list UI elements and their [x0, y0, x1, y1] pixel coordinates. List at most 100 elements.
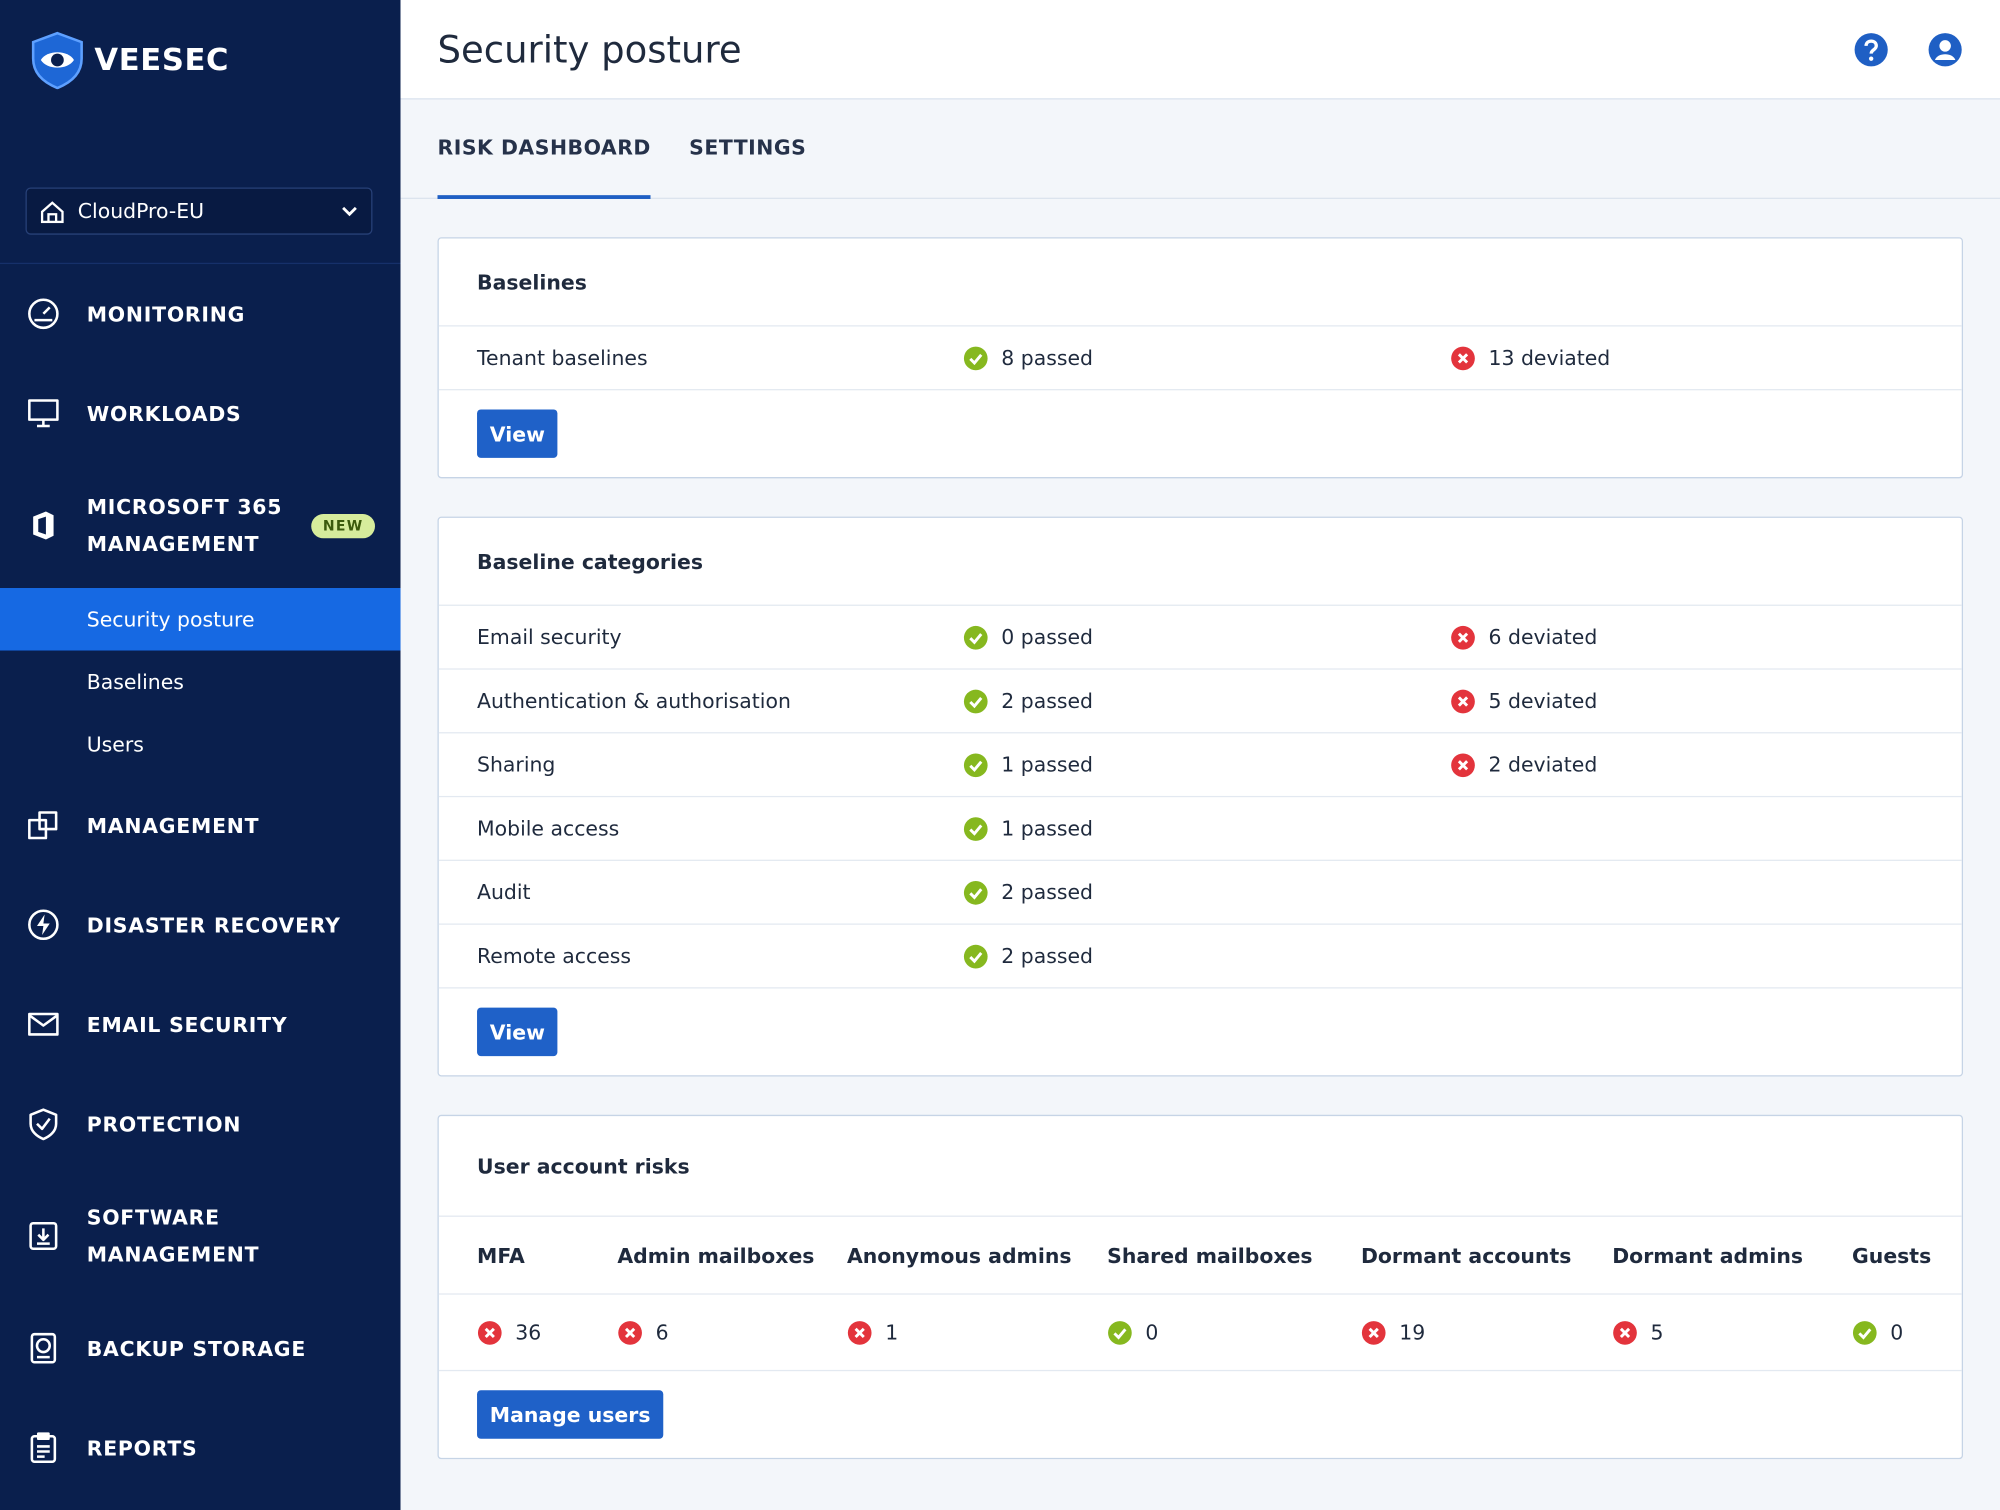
- nav-label: REPORTS: [86, 1435, 198, 1460]
- nav-icon: [30, 1332, 57, 1364]
- card: User account risks MFA Admin mailboxes Anon…: [437, 1114, 1964, 1460]
- passed-count: 2 passed: [1001, 880, 1093, 905]
- main: Security posture RISK DASHBOARD SETTINGS …: [400, 0, 2000, 1510]
- tenant-icon: [40, 200, 64, 223]
- card: Baseline categories Email security 0 passe…: [437, 516, 1964, 1077]
- button[interactable]: View: [477, 1007, 558, 1057]
- passed-cell: 2 passed: [963, 943, 1450, 969]
- column-header: Dormant admins: [1612, 1242, 1804, 1268]
- risk-count: 0: [1890, 1320, 1904, 1345]
- nav-subitem[interactable]: Users: [86, 732, 144, 757]
- row-name: Tenant baselines: [477, 345, 648, 370]
- card: Baselines Tenant baselines 8 passed 13 devi…: [437, 237, 1964, 479]
- nav-badge: NEW: [311, 513, 375, 538]
- passed-count: 1 passed: [1001, 752, 1093, 777]
- risk-cell: 6: [617, 1320, 847, 1346]
- table-row: Tenant baselines 8 passed 13 deviated: [438, 327, 1962, 391]
- table-row: Audit 2 passed: [438, 861, 1962, 925]
- deviated-cell: 6 deviated: [1450, 624, 1597, 650]
- logo-icon: [31, 31, 83, 90]
- risk-count: 6: [655, 1320, 669, 1345]
- risk-cell: 5: [1612, 1320, 1852, 1346]
- fail-icon: [1613, 1320, 1637, 1345]
- passed-count: 8 passed: [1001, 345, 1093, 370]
- pass-icon: [963, 944, 988, 968]
- risk-count: 36: [515, 1320, 542, 1345]
- deviated-count: 13 deviated: [1488, 345, 1611, 370]
- nav-item[interactable]: WORKLOADS: [0, 364, 401, 463]
- table-row: Sharing 1 passed 2 deviated: [438, 733, 1962, 798]
- nav-item[interactable]: REPORTS: [0, 1398, 401, 1497]
- table-row: Remote access 2 passed: [438, 925, 1962, 989]
- nav-label: MANAGEMENT: [86, 813, 260, 838]
- pass-icon: [963, 816, 988, 841]
- user-icon[interactable]: [1927, 31, 1963, 67]
- nav-item[interactable]: SOFTWARE MANAGEMENT: [0, 1173, 401, 1298]
- passed-cell: 8 passed: [963, 345, 1450, 371]
- row-name: Mobile access: [477, 816, 620, 841]
- nav-item[interactable]: DISASTER RECOVERY: [0, 875, 401, 974]
- column-header: Guests: [1852, 1242, 1932, 1268]
- table-header: MFA Admin mailboxes Anonymous admins Shared…: [438, 1217, 1962, 1295]
- nav-icon: [30, 1432, 57, 1464]
- help-icon[interactable]: [1853, 31, 1889, 67]
- row-name: Email security: [477, 624, 622, 650]
- row-name: Audit: [477, 880, 531, 905]
- nav-item[interactable]: EMAIL SECURITY: [0, 974, 401, 1073]
- nav-item[interactable]: PROTECTION: [0, 1074, 401, 1173]
- nav-label: EMAIL SECURITY: [86, 1012, 288, 1037]
- column-header: Shared mailboxes: [1107, 1242, 1313, 1268]
- fail-icon: [477, 1320, 502, 1345]
- logo[interactable]: VEESEC: [28, 31, 229, 90]
- fail-icon: [1451, 345, 1475, 370]
- card-title: Baselines: [438, 239, 1962, 327]
- tenant-select[interactable]: CloudPro-EU: [25, 187, 373, 235]
- column-header: Admin mailboxes: [617, 1242, 815, 1268]
- nav-label: BACKUP STORAGE: [86, 1336, 307, 1361]
- table-row: 36 6 1 0 19 5 0: [438, 1295, 1962, 1372]
- pass-icon: [963, 689, 988, 713]
- button[interactable]: Manage users: [477, 1390, 664, 1439]
- deviated-count: 2 deviated: [1488, 752, 1598, 777]
- risk-cell: 0: [1107, 1320, 1361, 1346]
- card-title: User account risks: [438, 1116, 1962, 1217]
- fail-icon: [1451, 752, 1475, 777]
- passed-cell: 1 passed: [963, 816, 1450, 842]
- button-row: Manage users: [439, 1371, 1962, 1458]
- risk-cell: 19: [1361, 1320, 1612, 1346]
- nav-item[interactable]: MONITORING: [0, 264, 401, 363]
- tab[interactable]: SETTINGS: [689, 135, 807, 160]
- risk-cell: 0: [1852, 1320, 1962, 1346]
- nav-label: PROTECTION: [86, 1111, 242, 1136]
- tenant-name: CloudPro-EU: [77, 198, 205, 224]
- table-row: Mobile access 1 passed: [438, 797, 1962, 861]
- nav-icon: [28, 399, 59, 428]
- nav-icon: [28, 811, 58, 840]
- nav-label: DISASTER RECOVERY: [86, 912, 341, 937]
- nav-subitem[interactable]: Baselines: [86, 669, 184, 694]
- fail-icon: [1451, 689, 1475, 713]
- button[interactable]: View: [477, 409, 558, 458]
- deviated-count: 5 deviated: [1488, 688, 1598, 714]
- button-row: View: [439, 390, 1962, 477]
- header-icons: [1853, 31, 1963, 67]
- nav-subitem[interactable]: Security posture: [0, 588, 401, 651]
- nav-item[interactable]: MICROSOFT 365 MANAGEMENT NEW: [0, 463, 401, 588]
- passed-count: 2 passed: [1001, 943, 1093, 969]
- column-header: Dormant accounts: [1360, 1242, 1572, 1268]
- tab[interactable]: RISK DASHBOARD: [437, 99, 651, 199]
- passed-cell: 2 passed: [963, 879, 1450, 905]
- risk-cell: 36: [477, 1320, 617, 1346]
- nav-icon: [28, 298, 59, 330]
- nav-label: MICROSOFT 365 MANAGEMENT: [86, 494, 283, 557]
- pass-icon: [1852, 1320, 1877, 1345]
- nav-item[interactable]: MANAGEMENT: [0, 776, 401, 875]
- passed-count: 0 passed: [1001, 624, 1093, 650]
- button-row: View: [439, 989, 1962, 1076]
- row-name: Sharing: [477, 752, 556, 777]
- nav-item[interactable]: BACKUP STORAGE: [0, 1298, 401, 1397]
- nav-icon: [28, 1012, 59, 1036]
